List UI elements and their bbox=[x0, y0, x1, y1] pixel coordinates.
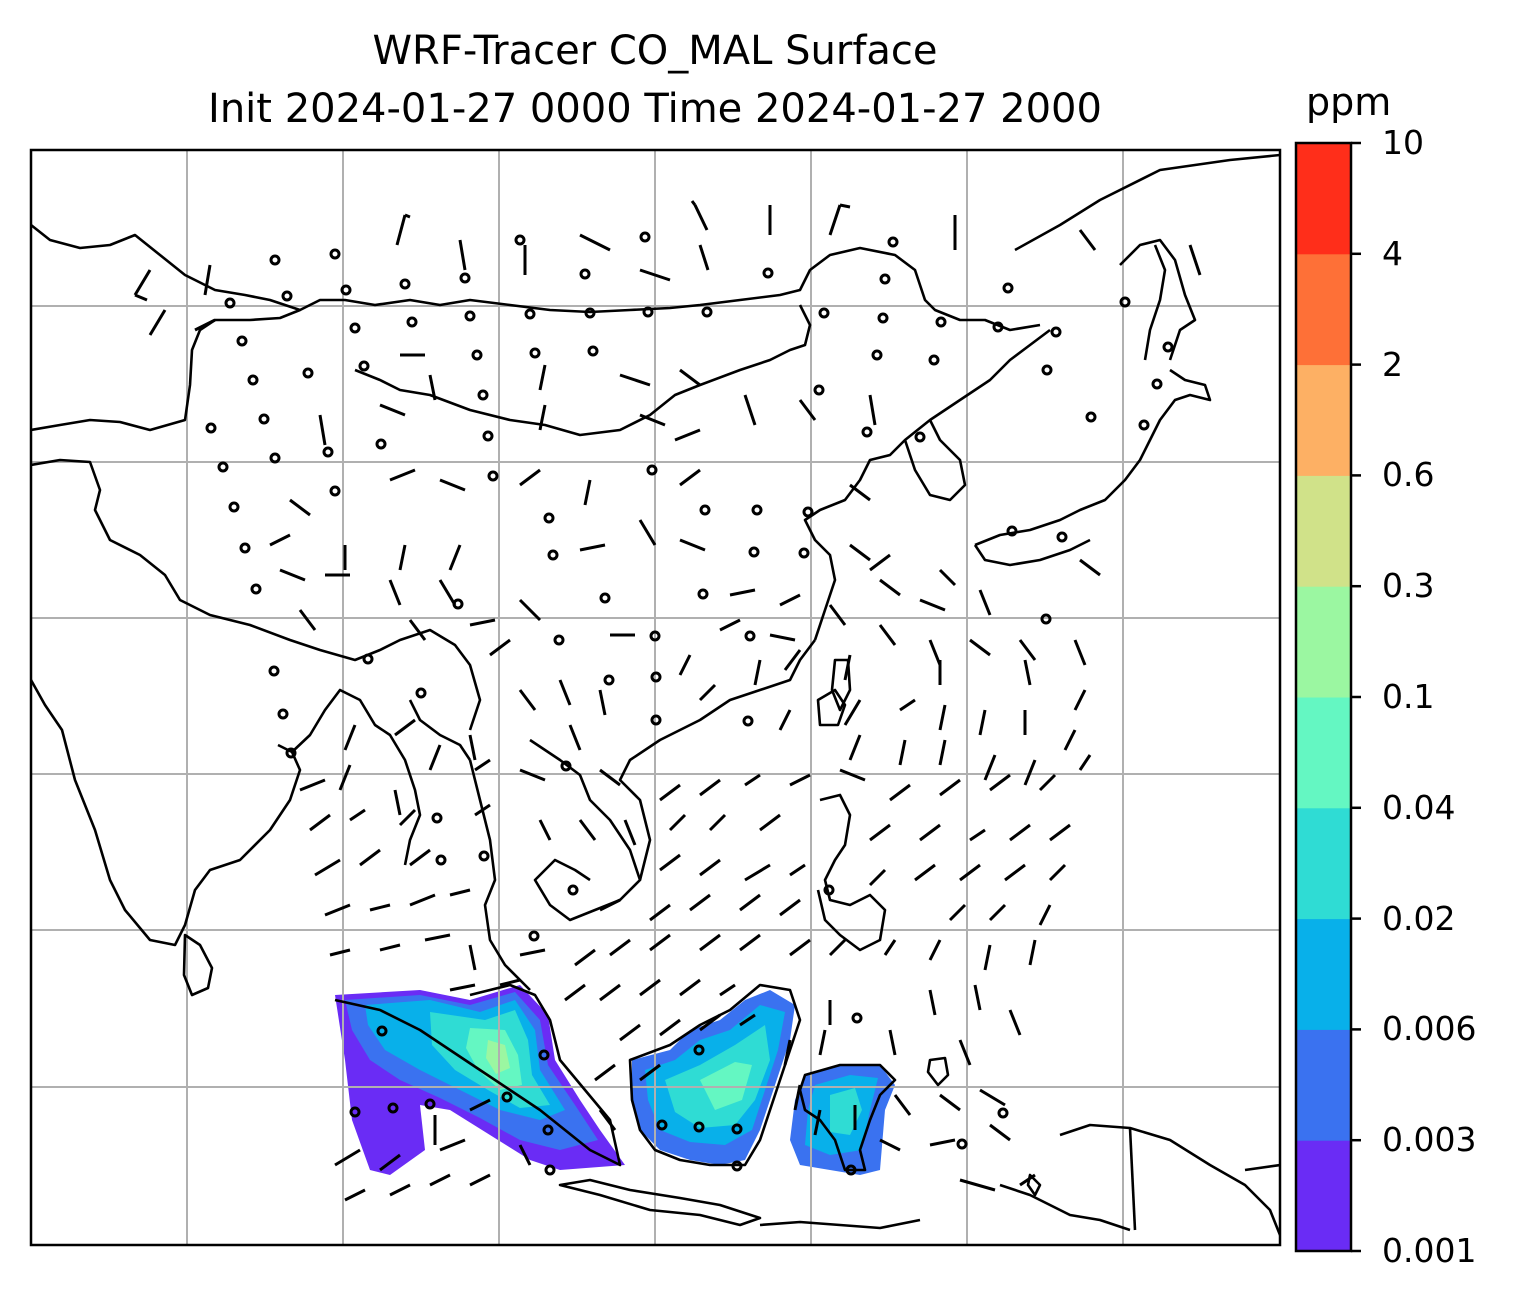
colorbar-unit: ppm bbox=[1306, 80, 1392, 124]
colorbar-segment bbox=[1296, 143, 1351, 255]
colorbar-segment bbox=[1296, 807, 1351, 920]
colorbar-tick-label: 2 bbox=[1382, 344, 1403, 384]
colorbar-tick-label: 0.3 bbox=[1382, 566, 1435, 606]
colorbar-segment bbox=[1296, 1140, 1351, 1252]
colorbar-segment bbox=[1296, 253, 1351, 366]
coastlines-borders bbox=[31, 153, 1280, 1236]
colorbar-tick-label: 10 bbox=[1382, 123, 1424, 162]
colorbar-tick-label: 0.006 bbox=[1382, 1009, 1477, 1049]
colorbar-segments bbox=[1296, 143, 1351, 1252]
colorbar-tick-label: 4 bbox=[1382, 233, 1403, 273]
colorbar-tick-label: 0.003 bbox=[1382, 1120, 1477, 1160]
tracer-fill-borneo bbox=[632, 990, 895, 1175]
colorbar-segment bbox=[1296, 364, 1351, 476]
colorbar-segment bbox=[1296, 918, 1351, 1030]
calm-circles bbox=[205, 231, 1174, 1176]
gridlines bbox=[31, 150, 1280, 1245]
colorbar-ticks bbox=[1351, 141, 1361, 1253]
colorbar-segment bbox=[1296, 1029, 1351, 1141]
colorbar bbox=[1294, 141, 1361, 1253]
colorbar-segment bbox=[1296, 697, 1351, 809]
colorbar-segment bbox=[1296, 586, 1351, 698]
map-panel[interactable] bbox=[31, 150, 1280, 1245]
colorbar-tick-label: 0.001 bbox=[1382, 1231, 1477, 1270]
colorbar-tick-label: 0.02 bbox=[1382, 898, 1456, 938]
title-line-1: WRF-Tracer CO_MAL Surface bbox=[372, 28, 938, 74]
colorbar-tick-label: 0.1 bbox=[1382, 677, 1435, 716]
title-line-2: Init 2024-01-27 0000 Time 2024-01-27 200… bbox=[208, 86, 1102, 132]
colorbar-tick-label: 0.04 bbox=[1382, 787, 1456, 827]
map-frame bbox=[29, 148, 1282, 1247]
colorbar-segment bbox=[1296, 475, 1351, 587]
wind-barbs bbox=[133, 200, 1202, 1202]
colorbar-tick-label: 0.6 bbox=[1382, 455, 1435, 495]
